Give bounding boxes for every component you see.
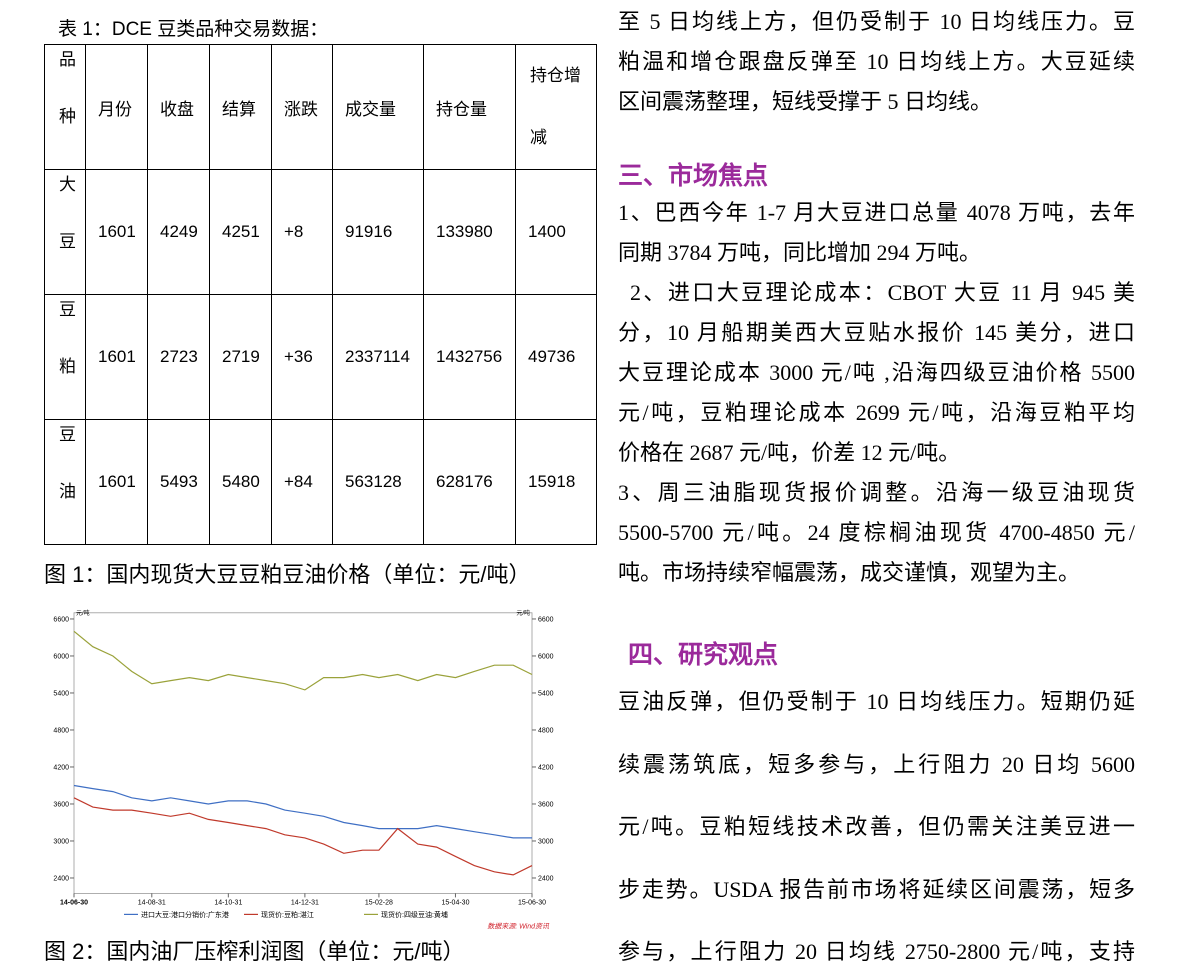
table-cell: 豆油 [44, 419, 86, 545]
table-cell: 2337114 [332, 294, 424, 420]
text-line: 元/吨。豆粕短线技术改善，但仍需关注美豆进一 [618, 814, 1135, 839]
text-line: 续震荡筑底，短多参与，上行阻力 20 日均 5600 [618, 751, 1135, 777]
legend-label: 现货价:豆粕:湛江 [261, 910, 314, 919]
y2-tick-label: 4200 [538, 764, 554, 771]
table-cell: 2719 [209, 294, 272, 420]
table-cell: 2723 [147, 294, 210, 420]
section-heading: 三、市场焦点 [618, 161, 769, 190]
text-line: 步走势。USDA 报告前市场将延续区间震荡，短多 [618, 876, 1135, 902]
x-tick-label: 15-06-30 [518, 899, 546, 906]
text-line: 价格在 2687 元/吨，价差 12 元/吨。 [618, 440, 961, 465]
source-note: 数据来源: Wind资讯 [487, 922, 550, 930]
x-tick-label: 14-10-31 [214, 899, 242, 906]
header-cell: 月份 [85, 44, 148, 170]
header-cell: 成交量 [332, 44, 424, 170]
table-row: 大豆 1601 4249 4251 +8 91916 133980 1400 [44, 169, 597, 295]
text-line: 分，10 月船期美西大豆贴水报价 145 美分，进口 [618, 320, 1135, 345]
table-cell: 1601 [85, 419, 148, 545]
y2-tick-label: 2400 [538, 875, 554, 882]
header-cell: 持仓量 [423, 44, 516, 170]
section-heading: 四、研究观点 [628, 640, 779, 669]
table-cell: +8 [271, 169, 333, 295]
table-cell: 563128 [332, 419, 424, 545]
y-tick-label: 5400 [53, 690, 69, 697]
table-cell: +36 [271, 294, 333, 420]
text-line: 粕温和增仓跟盘反弹至 10 日均线上方。大豆延续 [618, 49, 1135, 74]
x-tick-label: 14-12-31 [291, 899, 319, 906]
y2-tick-label: 3000 [538, 838, 554, 845]
figure-caption: 图 2：国内油厂压榨利润图（单位：元/吨） [44, 939, 465, 964]
y-tick-label: 6000 [53, 653, 69, 660]
table-caption: 表 1：DCE 豆类品种交易数据： [58, 19, 329, 40]
y-axis-label: 元/吨 [76, 609, 90, 617]
table-cell: 豆粕 [44, 294, 86, 420]
y-tick-label: 2400 [53, 875, 69, 882]
figure-caption: 图 1：国内现货大豆豆粕豆油价格（单位：元/吨） [44, 562, 531, 587]
table-cell: 4251 [209, 169, 272, 295]
header-cell: 收盘 [147, 44, 210, 170]
series-line [73, 797, 533, 876]
table-cell: +84 [271, 419, 333, 545]
table-cell: 5480 [209, 419, 272, 545]
table-cell: 1601 [85, 169, 148, 295]
text-line: 2、进口大豆理论成本：CBOT 大豆 11 月 945 美 [630, 280, 1135, 305]
y2-tick-label: 3600 [538, 801, 554, 808]
header-cell: 结算 [209, 44, 272, 170]
chart: 2400 3000 3600 4200 4800 5400 6000 6600 2400 3000… [53, 609, 554, 930]
series-line [73, 630, 533, 691]
text-line: 3、周三油脂现货报价调整。沿海一级豆油现货 [618, 480, 1135, 505]
x-tick-label: 15-04-30 [441, 899, 469, 906]
table-cell: 大豆 [44, 169, 86, 295]
table-row: 豆粕 1601 2723 2719 +36 2337114 1432756 49736 [44, 294, 597, 420]
text-line: 豆油反弹，但仍受制于 10 日均线压力。短期仍延 [618, 689, 1135, 714]
y-tick-label: 3000 [53, 838, 69, 845]
legend-label: 进口大豆:港口分销价:广东港 [141, 910, 229, 919]
header-cell: 品种 [44, 44, 86, 170]
table-row: 豆油 1601 5493 5480 +84 563128 628176 15918 [44, 419, 597, 545]
table-cell: 91916 [332, 169, 424, 295]
series-line [73, 784, 532, 839]
y-tick-label: 3600 [53, 801, 69, 808]
data-table: 品种 月份 收盘 结算 涨跌 成交量 持仓量 持仓增减 大豆 1601 4249 4251 +8 9191… [44, 44, 597, 545]
text-line: 同期 3784 万吨，同比增加 294 万吨。 [618, 240, 982, 265]
table-cell: 15918 [515, 419, 597, 545]
table-cell: 4249 [147, 169, 210, 295]
legend-label: 现货价:四级豆油:黄埔 [381, 910, 448, 919]
y-tick-label: 6600 [53, 616, 69, 623]
y2-tick-label: 4800 [538, 727, 554, 734]
y2-tick-label: 6000 [538, 653, 554, 660]
text-line: 区间震荡整理，短线受撑于 5 日均线。 [618, 89, 993, 114]
table-cell: 1432756 [423, 294, 516, 420]
header-cell: 涨跌 [271, 44, 333, 170]
x-tick-label: 15-02-28 [365, 899, 393, 906]
table-cell: 49736 [515, 294, 597, 420]
text-line: 吨。市场持续窄幅震荡，成交谨慎，观望为主。 [618, 560, 1081, 585]
table-cell: 1601 [85, 294, 148, 420]
x-tick-label: 14-06-30 [60, 899, 88, 906]
text-line: 1、巴西今年 1-7 月大豆进口总量 4078 万吨，去年 [618, 200, 1135, 225]
text-line: 5500-5700 元/吨。24 度棕榈油现货 4700-4850 元/ [618, 520, 1135, 545]
text-line: 参与，上行阻力 20 日均线 2750-2800 元/吨，支持 [618, 939, 1135, 964]
table-cell: 628176 [423, 419, 516, 545]
text-line: 元/吨，豆粕理论成本 2699 元/吨，沿海豆粕平均 [618, 400, 1135, 425]
header-cell: 持仓增减 [515, 44, 597, 170]
y-tick-label: 4200 [53, 764, 69, 771]
table-cell: 1400 [515, 169, 597, 295]
y2-tick-label: 6600 [538, 616, 554, 623]
y2-axis-label: 元/吨 [516, 609, 530, 617]
text-line: 至 5 日均线上方，但仍受制于 10 日均线压力。豆 [618, 9, 1135, 34]
text-line: 大豆理论成本 3000 元/吨 ,沿海四级豆油价格 5500 [618, 360, 1135, 385]
header-row: 品种 月份 收盘 结算 涨跌 成交量 持仓量 持仓增减 [44, 44, 597, 170]
table-cell: 133980 [423, 169, 516, 295]
x-tick-label: 14-08-31 [138, 899, 166, 906]
table-cell: 5493 [147, 419, 210, 545]
plot-frame [73, 612, 533, 894]
y2-tick-label: 5400 [538, 690, 554, 697]
y-tick-label: 4800 [53, 727, 69, 734]
